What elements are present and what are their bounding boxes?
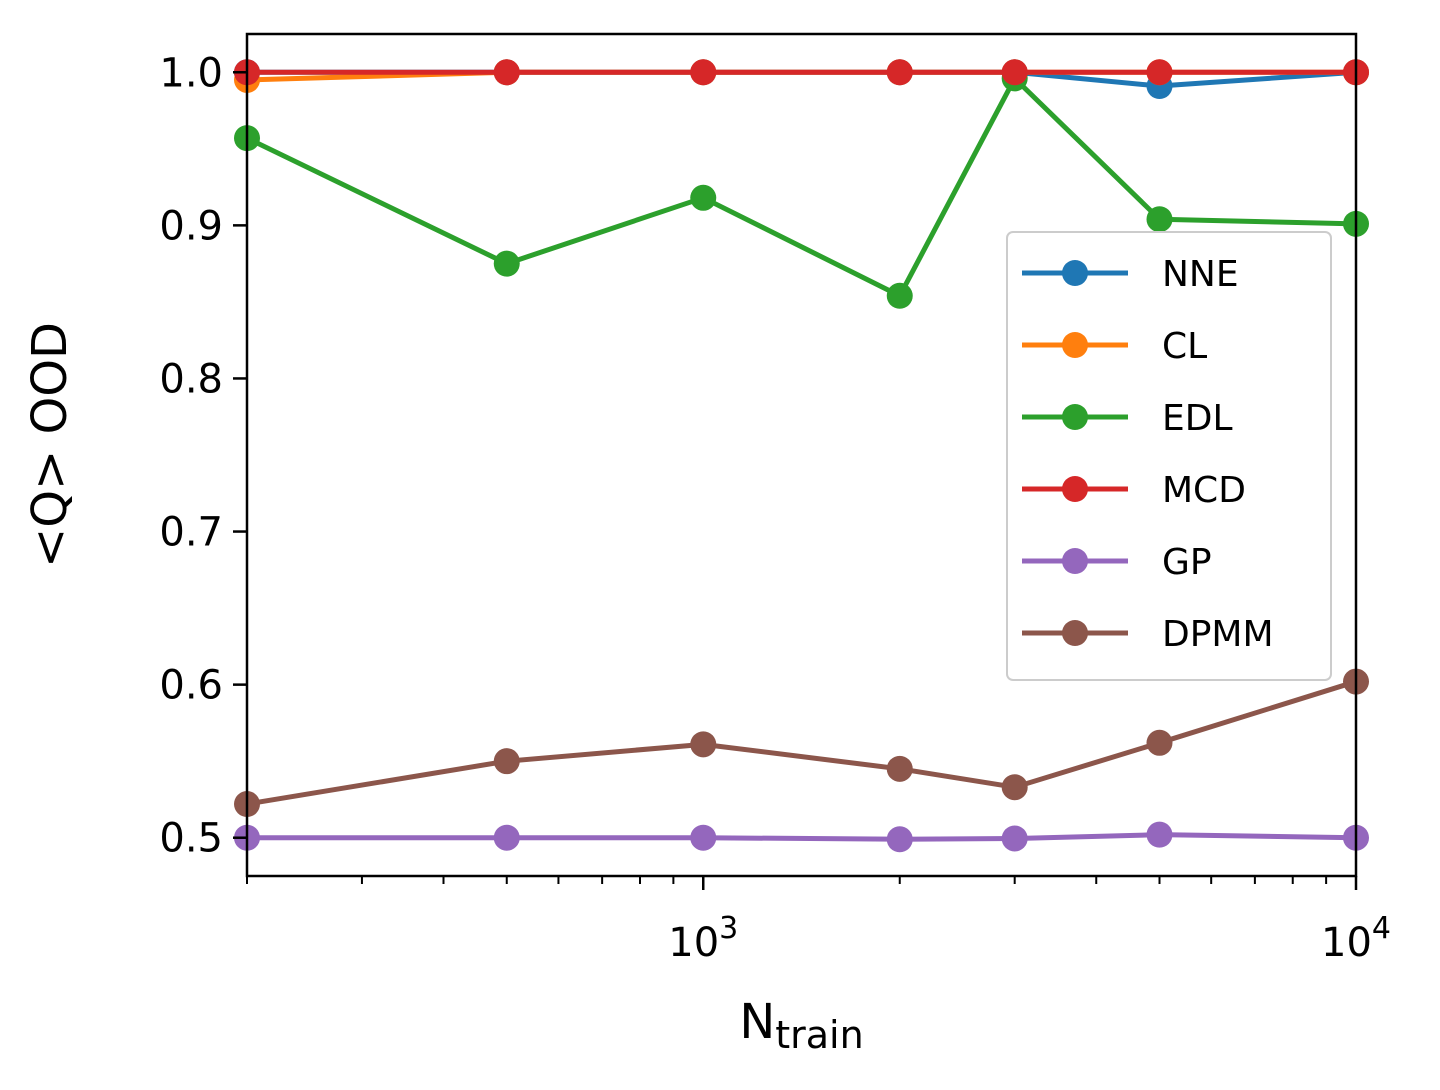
legend-marker bbox=[1062, 404, 1088, 430]
series-gp bbox=[234, 821, 1369, 853]
data-point-edl bbox=[493, 250, 520, 277]
x-tick-label: 104 bbox=[1321, 911, 1391, 966]
legend-box bbox=[1006, 231, 1332, 681]
y-tick-label: 0.7 bbox=[159, 510, 223, 556]
legend-label: GP bbox=[1162, 542, 1212, 583]
data-point-dpmm bbox=[1146, 729, 1173, 756]
legend-item-mcd: MCD bbox=[1022, 470, 1246, 511]
x-tick-exponent: 4 bbox=[1372, 911, 1391, 946]
data-point-gp bbox=[493, 824, 520, 851]
y-tick-label: 0.5 bbox=[159, 816, 223, 862]
legend-marker bbox=[1062, 260, 1088, 286]
series-cl bbox=[234, 59, 1369, 93]
y-tick-label: 1.0 bbox=[159, 50, 223, 96]
plot-frame bbox=[245, 32, 1358, 878]
legend-label: CL bbox=[1162, 326, 1207, 367]
legend-item-nne: NNE bbox=[1022, 254, 1239, 295]
series-nne bbox=[234, 59, 1369, 100]
legend-label: MCD bbox=[1162, 470, 1246, 511]
x-tick-label: 103 bbox=[668, 911, 738, 966]
legend: NNE CL EDL MCD GP DPMM bbox=[1006, 231, 1332, 681]
data-point-edl bbox=[1146, 206, 1173, 233]
series-line-gp bbox=[247, 832, 1357, 842]
y-axis-label: <Q> OOD bbox=[22, 322, 78, 568]
legend-marker bbox=[1062, 620, 1088, 646]
legend-item-edl: EDL bbox=[1022, 398, 1233, 439]
series-line-dpmm bbox=[246, 679, 1357, 807]
data-point-mcd bbox=[1001, 59, 1028, 86]
x-axis-label: Ntrain bbox=[739, 994, 863, 1057]
data-point-gp bbox=[1001, 825, 1028, 852]
data-point-mcd bbox=[690, 59, 717, 86]
legend-marker bbox=[1062, 332, 1088, 358]
x-axis-ticks: 103 104 bbox=[246, 876, 1391, 966]
legend-item-dpmm: DPMM bbox=[1022, 614, 1274, 655]
x-tick-base: 10 bbox=[1321, 920, 1372, 966]
data-point-mcd bbox=[1146, 59, 1173, 86]
legend-item-cl: CL bbox=[1022, 326, 1207, 367]
y-tick-label: 0.6 bbox=[159, 663, 223, 709]
x-tick-exponent: 3 bbox=[719, 911, 738, 946]
x-axis-label-main: N bbox=[739, 994, 775, 1050]
data-point-gp bbox=[886, 826, 913, 853]
y-tick-label: 0.9 bbox=[159, 203, 223, 249]
y-axis-ticks: 0.5 0.6 0.7 0.8 0.9 1.0 bbox=[159, 50, 247, 862]
data-point-gp bbox=[690, 824, 717, 851]
data-point-mcd bbox=[886, 59, 913, 86]
data-point-mcd bbox=[493, 59, 520, 86]
data-point-dpmm bbox=[886, 755, 913, 782]
y-tick-label: 0.8 bbox=[159, 356, 223, 402]
data-point-edl bbox=[886, 282, 913, 309]
data-point-dpmm bbox=[1001, 774, 1028, 801]
data-point-dpmm bbox=[690, 731, 717, 758]
legend-marker bbox=[1062, 548, 1088, 574]
data-point-gp bbox=[1146, 821, 1173, 848]
x-tick-base: 10 bbox=[668, 920, 719, 966]
legend-item-gp: GP bbox=[1022, 542, 1212, 583]
legend-label: DPMM bbox=[1162, 614, 1274, 655]
data-point-dpmm bbox=[493, 748, 520, 775]
legend-label: NNE bbox=[1162, 254, 1239, 295]
series-mcd bbox=[234, 59, 1369, 86]
data-point-edl bbox=[690, 184, 717, 211]
legend-label: EDL bbox=[1162, 398, 1233, 439]
x-axis-label-sub: train bbox=[775, 1013, 863, 1057]
legend-marker bbox=[1062, 476, 1088, 502]
series-dpmm bbox=[234, 668, 1369, 818]
